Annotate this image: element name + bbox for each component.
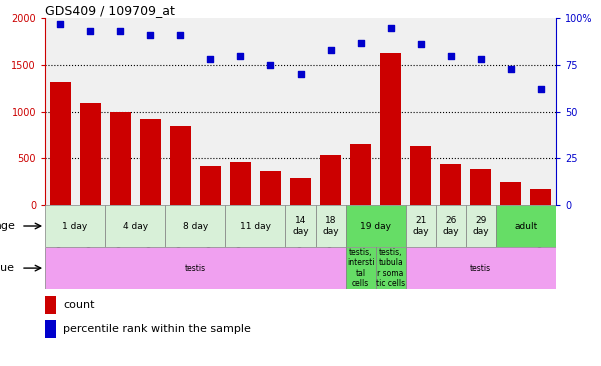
Point (55, 21, 65, 27)
Bar (376, 247, 406, 289)
Point (446, 53, 456, 59)
Bar (410, 146, 432, 205)
Bar (45, 320, 56, 338)
Bar (285, 205, 316, 247)
Bar (346, 247, 376, 289)
Text: count: count (63, 300, 94, 310)
Text: 14
day: 14 day (292, 216, 309, 236)
Text: 19 day: 19 day (360, 221, 391, 231)
Text: 11 day: 11 day (240, 221, 271, 231)
Text: 26
day: 26 day (442, 216, 459, 236)
Bar (140, 119, 161, 205)
Point (145, 32, 155, 38)
Bar (320, 154, 341, 205)
Text: age: age (0, 221, 15, 231)
Bar (225, 205, 285, 247)
Text: percentile rank within the sample: percentile rank within the sample (63, 324, 251, 334)
Text: testis,
intersti
tal
cells: testis, intersti tal cells (347, 248, 374, 288)
Bar (316, 205, 346, 247)
Text: testis,
tubula
r soma
tic cells: testis, tubula r soma tic cells (376, 248, 405, 288)
Bar (380, 53, 401, 205)
Bar (105, 205, 165, 247)
Bar (230, 162, 251, 205)
Bar (471, 169, 492, 205)
Point (326, 47, 335, 53)
Bar (441, 164, 462, 205)
Point (386, 25, 395, 31)
Text: tissue: tissue (0, 263, 15, 273)
Bar (45, 205, 105, 247)
Text: 8 day: 8 day (183, 221, 208, 231)
Bar (110, 112, 131, 205)
Bar (45, 247, 346, 289)
Bar (406, 205, 436, 247)
Bar (436, 205, 466, 247)
Bar (290, 178, 311, 205)
Point (206, 56, 215, 62)
Bar (531, 189, 552, 205)
Bar (45, 296, 56, 314)
Text: testis: testis (470, 264, 492, 273)
Point (416, 41, 426, 47)
Point (476, 56, 486, 62)
Bar (346, 205, 406, 247)
Bar (260, 171, 281, 205)
Point (175, 32, 185, 38)
Point (506, 66, 516, 72)
Bar (496, 205, 556, 247)
Bar (200, 166, 221, 205)
Bar (170, 126, 191, 205)
Text: 21
day: 21 day (412, 216, 429, 236)
Text: adult: adult (514, 221, 537, 231)
Bar (49, 82, 71, 205)
Bar (466, 205, 496, 247)
Point (266, 62, 275, 68)
Point (85, 29, 95, 34)
Text: 29
day: 29 day (472, 216, 489, 236)
Bar (79, 103, 100, 205)
Text: 1 day: 1 day (63, 221, 88, 231)
Point (536, 86, 546, 92)
Bar (165, 205, 225, 247)
Point (115, 29, 125, 34)
Bar (406, 247, 556, 289)
Bar (501, 182, 522, 205)
Point (236, 53, 245, 59)
Point (296, 71, 305, 77)
Text: GDS409 / 109709_at: GDS409 / 109709_at (45, 4, 175, 17)
Text: 18
day: 18 day (322, 216, 339, 236)
Point (356, 40, 365, 45)
Text: 4 day: 4 day (123, 221, 148, 231)
Text: testis: testis (185, 264, 206, 273)
Bar (350, 144, 371, 205)
